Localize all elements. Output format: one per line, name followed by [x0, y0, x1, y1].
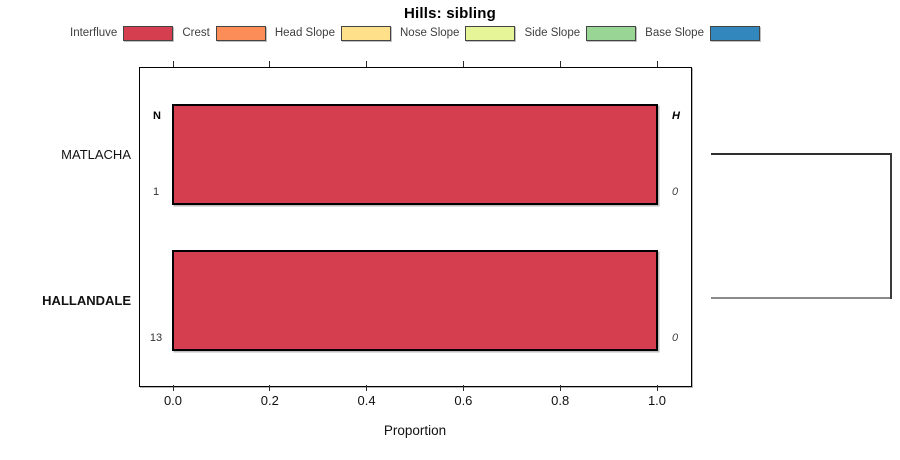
legend-label-side-slope: Side Slope — [524, 27, 581, 39]
legend-swatch-crest — [215, 25, 266, 41]
n-value: 1 — [152, 186, 160, 198]
x-tick-bottom — [366, 385, 368, 391]
legend-label-interfluve: Interfluve — [70, 27, 118, 39]
legend-swatch-head-slope — [340, 25, 391, 41]
column-header-h: H — [672, 110, 680, 122]
x-tick-label: 0.4 — [357, 393, 376, 408]
dendrogram-join-line — [890, 153, 892, 299]
x-tick-top — [269, 61, 271, 67]
bar-segment-interfluve — [172, 104, 658, 205]
dendrogram-branch-bottom — [711, 297, 891, 299]
column-header-n: N — [153, 110, 161, 122]
x-axis-title: Proportion — [383, 423, 447, 438]
x-tick-label: 1.0 — [647, 393, 667, 408]
legend-item-base-slope: Base Slope — [645, 25, 760, 41]
x-tick-bottom — [559, 385, 561, 391]
chart-title: Hills: sibling — [404, 5, 496, 22]
x-tick-bottom — [172, 385, 174, 391]
legend-item-nose-slope: Nose Slope — [400, 25, 516, 41]
legend-swatch-side-slope — [586, 25, 637, 41]
legend-label-nose-slope: Nose Slope — [400, 27, 460, 39]
dendrogram-branch-top — [711, 153, 891, 155]
n-value: 13 — [149, 332, 163, 344]
x-tick-label: 0.2 — [260, 393, 279, 408]
x-tick-top — [172, 61, 174, 67]
legend-label-head-slope: Head Slope — [274, 27, 335, 39]
legend-item-head-slope: Head Slope — [274, 25, 391, 41]
x-tick-label: 0.8 — [551, 393, 570, 408]
x-tick-top — [559, 61, 561, 67]
x-tick-top — [462, 61, 464, 67]
legend-item-side-slope: Side Slope — [524, 25, 637, 41]
legend: Interfluve Crest Head Slope Nose Slope Side … — [70, 25, 760, 41]
x-tick-top — [366, 61, 368, 67]
y-category-label: MATLACHA — [61, 146, 131, 162]
legend-swatch-base-slope — [709, 25, 760, 41]
x-tick-label: 0.0 — [163, 393, 183, 408]
h-value: 0 — [671, 186, 679, 198]
legend-label-crest: Crest — [182, 27, 210, 39]
h-value: 0 — [671, 332, 679, 344]
legend-item-interfluve: Interfluve — [70, 25, 174, 41]
legend-swatch-interfluve — [123, 25, 174, 41]
bar-segment-interfluve — [172, 250, 658, 351]
legend-item-crest: Crest — [182, 25, 266, 41]
y-category-label: HALLANDALE — [42, 292, 131, 308]
legend-label-base-slope: Base Slope — [645, 27, 704, 39]
x-tick-top — [656, 61, 658, 67]
x-tick-label: 0.6 — [454, 393, 473, 408]
x-tick-bottom — [462, 385, 464, 391]
legend-swatch-nose-slope — [465, 25, 516, 41]
x-tick-bottom — [656, 385, 658, 391]
x-tick-bottom — [269, 385, 271, 391]
